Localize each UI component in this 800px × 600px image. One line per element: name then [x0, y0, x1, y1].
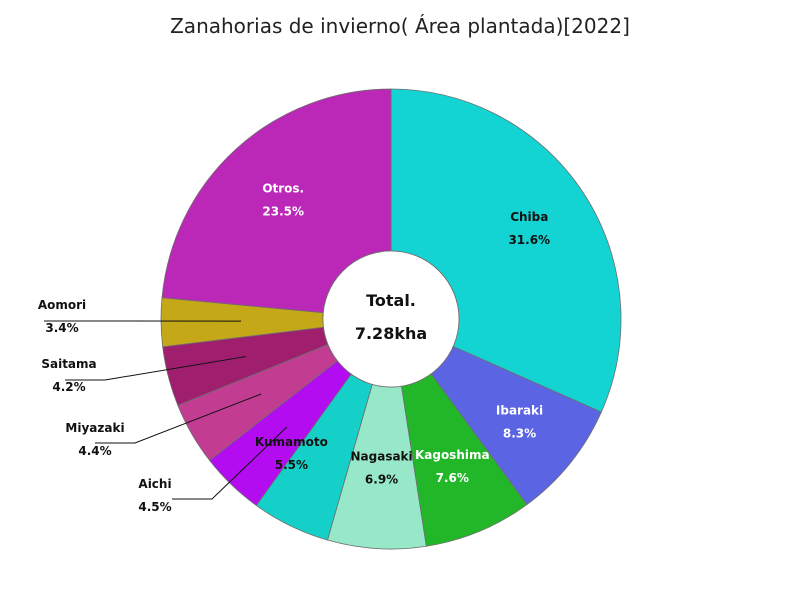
label-kumamoto: Kumamoto — [255, 435, 328, 449]
label-miyazaki: Miyazaki — [65, 421, 124, 435]
value-label-otros: 23.5% — [262, 205, 304, 219]
leader-line-aichi — [172, 426, 288, 500]
value-label-chiba: 31.6% — [508, 233, 550, 247]
label-chiba: Chiba — [510, 210, 548, 224]
labels-group: Chiba 31.6% Ibaraki 8.3% Kagoshima 7.6% Nagasa… — [38, 182, 550, 514]
center-label: Total. — [366, 291, 416, 310]
value-label-saitama: 4.2% — [52, 380, 85, 394]
label-ibaraki: Ibaraki — [496, 403, 543, 417]
value-label-miyazaki: 4.4% — [78, 444, 111, 458]
label-saitama: Saitama — [41, 357, 96, 371]
leader-lines-group — [44, 320, 288, 500]
value-label-aichi: 4.5% — [138, 500, 171, 514]
value-label-kumamoto: 5.5% — [275, 458, 308, 472]
value-label-nagasaki: 6.9% — [365, 473, 398, 487]
leader-line-saitama — [65, 356, 246, 381]
label-aichi: Aichi — [138, 477, 171, 491]
donut-hole — [322, 250, 460, 388]
value-label-ibaraki: 8.3% — [503, 426, 536, 440]
slices-group — [160, 88, 622, 550]
value-label-aomori: 3.4% — [45, 321, 78, 335]
value-label-kagoshima: 7.6% — [436, 471, 469, 485]
center-value: 7.28kha — [355, 324, 427, 343]
leader-line-miyazaki — [95, 393, 262, 444]
chart-title: Zanahorias de invierno( Área plantada)[2… — [170, 14, 630, 38]
label-aomori: Aomori — [38, 298, 86, 312]
label-kagoshima: Kagoshima — [415, 448, 490, 462]
label-nagasaki: Nagasaki — [350, 450, 412, 464]
label-otros: Otros. — [262, 182, 304, 196]
